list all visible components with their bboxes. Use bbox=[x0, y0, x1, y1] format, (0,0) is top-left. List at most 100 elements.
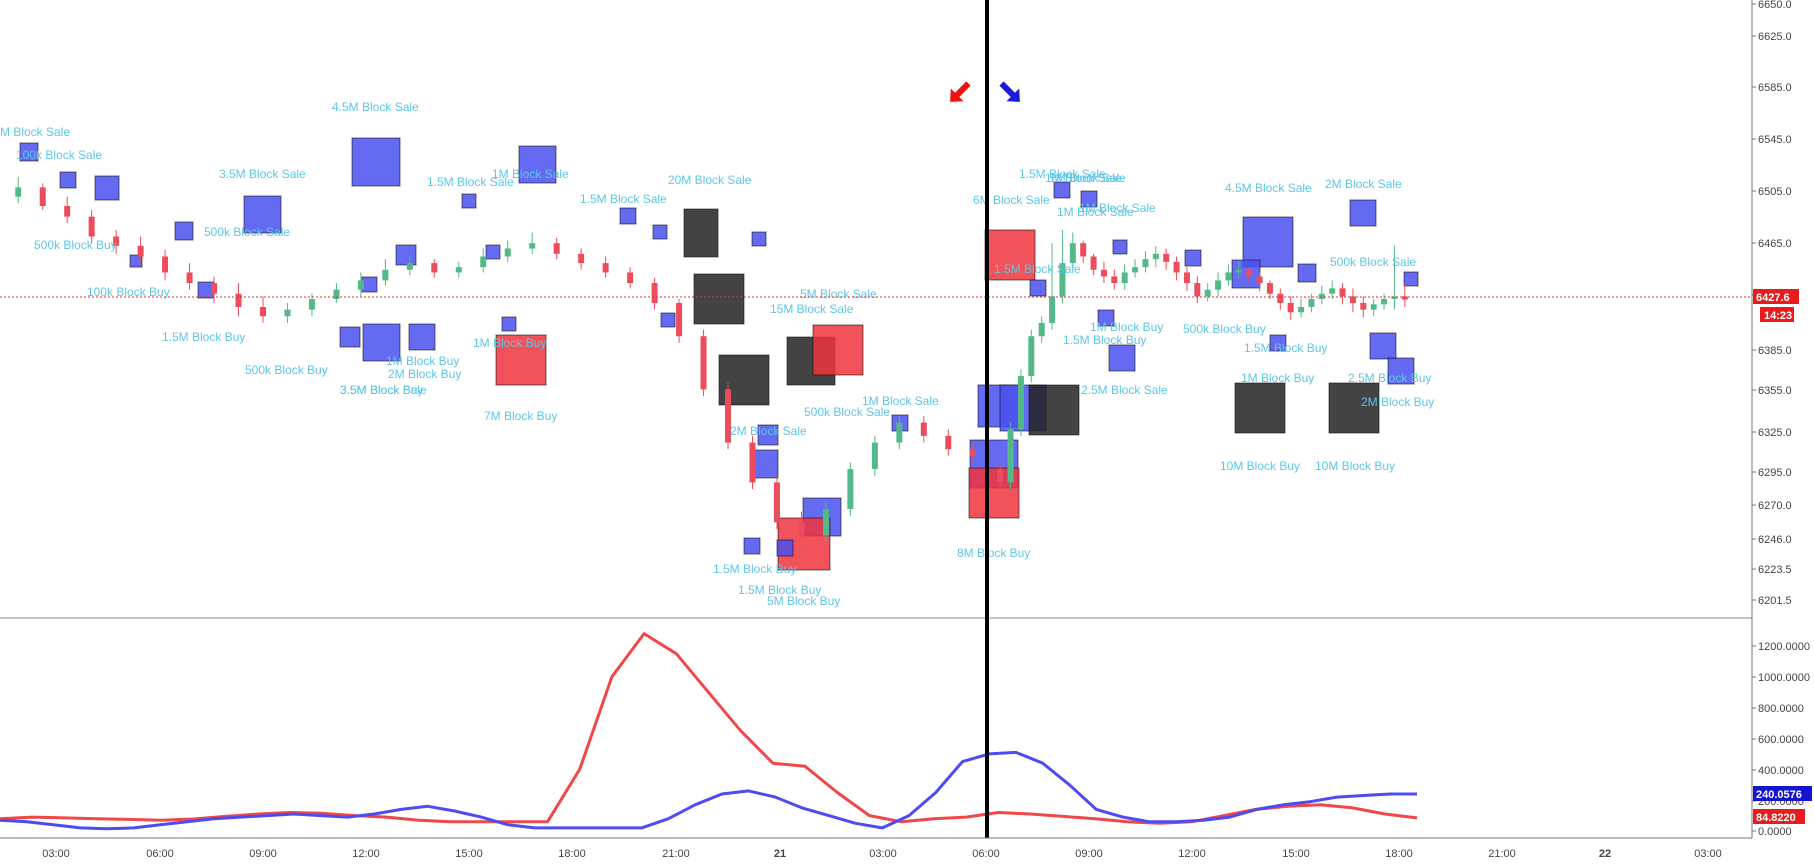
block-buy-box bbox=[743, 537, 761, 555]
block-buy-box bbox=[1369, 332, 1397, 360]
block-trade-label: 500k Block Buy bbox=[34, 238, 117, 252]
block-trade-label: 2.5M Block Buy bbox=[1348, 371, 1431, 385]
candle-body bbox=[1381, 299, 1388, 305]
block-buy-box bbox=[1231, 259, 1261, 289]
candle-body bbox=[1173, 261, 1180, 273]
candle-body bbox=[1017, 376, 1024, 430]
candle-body bbox=[1204, 289, 1211, 297]
candle-body bbox=[382, 269, 389, 281]
block-trade-label: 1.5M Block Sale bbox=[580, 192, 667, 206]
candle-body bbox=[1266, 283, 1273, 294]
time-tick-label: 21:00 bbox=[1488, 848, 1516, 860]
oscillator-axis[interactable]: 1200.0000 1000.0000 800.0000 600.0000 400.00… bbox=[1752, 641, 1810, 838]
block-buy-box bbox=[174, 221, 194, 241]
block-trade-labels: M Block Sale 4.5M Block Sale 3.5M Block Sa… bbox=[0, 100, 1434, 608]
candle-body bbox=[186, 272, 193, 284]
block-large-box bbox=[693, 273, 745, 325]
oscillator-pane bbox=[0, 632, 1418, 831]
candle-body bbox=[676, 302, 683, 337]
candle-body bbox=[798, 522, 805, 536]
block-buy-box bbox=[1403, 271, 1419, 287]
block-trade-label: 1M Block Sale bbox=[862, 394, 939, 408]
block-trade-label: 2M Block Buy bbox=[388, 367, 461, 381]
price-axis[interactable]: 6650.06625.06585.06545.06505.06465.06425… bbox=[1752, 0, 1792, 607]
block-trade-label: 1M Block Sale bbox=[492, 167, 569, 181]
price-tick-label: 6355.0 bbox=[1758, 385, 1792, 397]
candle-body bbox=[1090, 256, 1097, 270]
candle-body bbox=[1401, 296, 1408, 300]
block-buy-box bbox=[339, 326, 361, 348]
candle-body bbox=[15, 187, 22, 197]
candle-body bbox=[1059, 263, 1066, 297]
block-trade-label: 1M Block Sale bbox=[1079, 201, 1156, 215]
price-tick-label: 6465.0 bbox=[1758, 238, 1792, 250]
candle-body bbox=[1225, 272, 1232, 281]
candle-body bbox=[1007, 429, 1014, 483]
block-buy-box bbox=[1387, 357, 1415, 385]
block-trade-label: 7M Block Buy bbox=[484, 409, 557, 423]
block-trade-label: 1.5M Block Sale bbox=[427, 175, 514, 189]
block-trade-label: 100k Block Sale bbox=[16, 148, 102, 162]
price-tick-label: 6625.0 bbox=[1758, 31, 1792, 43]
candle-body bbox=[529, 243, 536, 249]
time-axis[interactable]: 03:00 06:00 09:00 12:00 15:00 18:00 21:00 21 03:… bbox=[42, 848, 1722, 860]
candle-body bbox=[455, 267, 462, 273]
block-buy-box bbox=[619, 207, 637, 225]
candle-body bbox=[1256, 276, 1263, 284]
time-tick-label: 06:00 bbox=[972, 848, 1000, 860]
block-trade-label: 15M Block Sale bbox=[770, 302, 854, 316]
candle-body bbox=[1339, 288, 1346, 297]
block-trade-label: 500k Block Sale bbox=[204, 225, 290, 239]
candle-body bbox=[64, 205, 71, 217]
candle-body bbox=[1277, 293, 1284, 303]
block-buy-box bbox=[1269, 334, 1287, 352]
block-buy-box bbox=[1112, 239, 1128, 255]
block-buy-box bbox=[243, 195, 282, 234]
candle-body bbox=[1100, 269, 1107, 277]
block-trade-label: 3.5M Block Buy bbox=[340, 383, 423, 397]
last-price-badge: 6427.6 bbox=[1753, 289, 1799, 304]
candle-body bbox=[162, 256, 169, 273]
block-large-box bbox=[1234, 382, 1286, 434]
block-trade-label: 100k Block Buy bbox=[87, 285, 170, 299]
block-trade-label: 1.5M Block Buy bbox=[713, 562, 796, 576]
block-trade-label: M Block Sale bbox=[0, 125, 70, 139]
osc-tick-label: 800.0000 bbox=[1758, 703, 1804, 715]
block-buy-box bbox=[1097, 309, 1115, 327]
time-tick-label: 12:00 bbox=[1178, 848, 1206, 860]
block-trade-label: 1M Block Sale bbox=[1049, 171, 1126, 185]
candle-body bbox=[969, 449, 976, 456]
block-buy-box bbox=[94, 175, 120, 201]
block-buy-box bbox=[518, 145, 557, 184]
time-tick-label: 09:00 bbox=[1075, 848, 1103, 860]
block-buy-box bbox=[757, 424, 779, 446]
osc-tick-label: 400.0000 bbox=[1758, 765, 1804, 777]
block-trade-label: 1M Block Sale bbox=[1045, 171, 1122, 185]
price-tick-label: 6385.0 bbox=[1758, 345, 1792, 357]
block-trade-label: 5M Block Sale bbox=[800, 287, 877, 301]
block-buy-box bbox=[485, 244, 501, 260]
block-buy-box bbox=[501, 316, 517, 332]
block-trade-label: 1M Block Buy bbox=[1241, 371, 1314, 385]
candle-body bbox=[578, 253, 585, 264]
candle-body bbox=[896, 422, 903, 443]
candle-body bbox=[1069, 243, 1076, 264]
block-trade-label: 500k Block Sale bbox=[804, 405, 890, 419]
block-buy-box bbox=[1242, 216, 1294, 268]
block-buy-box bbox=[59, 171, 77, 189]
candle-body bbox=[1163, 253, 1170, 262]
candle-body bbox=[406, 263, 413, 270]
block-buy-box bbox=[1029, 279, 1047, 297]
price-tick-label: 6223.5 bbox=[1758, 564, 1792, 576]
osc-tick-label: 1000.0000 bbox=[1758, 672, 1810, 684]
candle-body bbox=[1246, 269, 1253, 277]
osc-tick-label: 0.0000 bbox=[1758, 826, 1792, 838]
candle-body bbox=[88, 216, 95, 237]
block-large-box bbox=[1028, 384, 1080, 436]
candle-body bbox=[308, 299, 315, 310]
price-tick-label: 6246.0 bbox=[1758, 534, 1792, 546]
block-buy-box bbox=[1080, 190, 1098, 208]
block-trade-label: 1.5M Block Sale bbox=[994, 262, 1081, 276]
price-tick-label: 6545.0 bbox=[1758, 134, 1792, 146]
